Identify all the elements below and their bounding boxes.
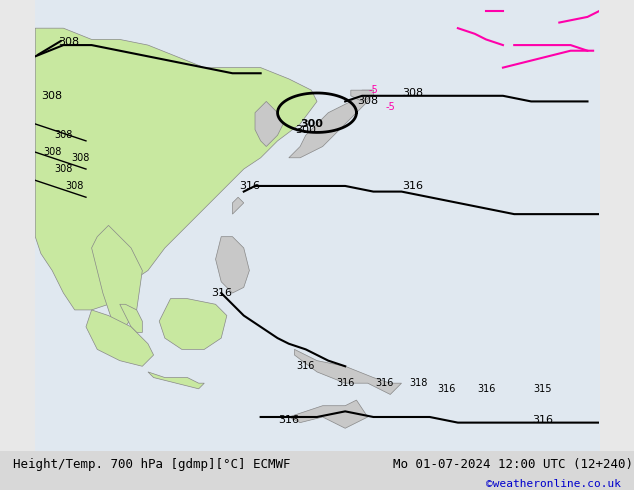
Text: 315: 315 (533, 384, 552, 394)
Text: 316: 316 (297, 361, 315, 371)
Text: 300: 300 (300, 119, 323, 129)
Text: 308: 308 (65, 181, 84, 191)
Polygon shape (233, 197, 243, 214)
Polygon shape (351, 90, 373, 101)
Polygon shape (255, 101, 283, 147)
Text: -5: -5 (368, 85, 378, 95)
Polygon shape (120, 304, 142, 332)
Polygon shape (216, 237, 249, 293)
Text: 316: 316 (210, 288, 231, 298)
Text: 316: 316 (403, 181, 424, 191)
Text: 308: 308 (402, 88, 424, 98)
Text: 308: 308 (357, 97, 378, 106)
Polygon shape (289, 400, 368, 428)
Polygon shape (86, 310, 153, 367)
Text: 316: 316 (477, 384, 495, 394)
Text: Height/Temp. 700 hPa [gdmp][°C] ECMWF: Height/Temp. 700 hPa [gdmp][°C] ECMWF (13, 458, 290, 471)
Polygon shape (36, 28, 317, 310)
Text: 308: 308 (55, 164, 73, 174)
Text: 316: 316 (336, 378, 354, 388)
Text: 308: 308 (58, 37, 80, 47)
Polygon shape (294, 349, 401, 394)
Polygon shape (289, 90, 373, 158)
Text: 308: 308 (55, 130, 73, 140)
Text: 316: 316 (437, 384, 456, 394)
Text: 308: 308 (71, 153, 89, 163)
Text: 308: 308 (43, 147, 61, 157)
Polygon shape (91, 225, 142, 332)
Text: 300: 300 (295, 124, 316, 135)
Text: 316: 316 (239, 181, 260, 191)
Polygon shape (148, 372, 204, 389)
Text: ©weatheronline.co.uk: ©weatheronline.co.uk (486, 479, 621, 489)
Text: 316: 316 (532, 415, 553, 425)
Polygon shape (159, 298, 227, 349)
Text: -5: -5 (385, 102, 395, 112)
Text: 308: 308 (42, 91, 63, 101)
Text: 316: 316 (375, 378, 394, 388)
Text: Mo 01-07-2024 12:00 UTC (12+240): Mo 01-07-2024 12:00 UTC (12+240) (393, 458, 633, 471)
Text: 318: 318 (409, 378, 427, 388)
Text: 316: 316 (278, 415, 299, 425)
